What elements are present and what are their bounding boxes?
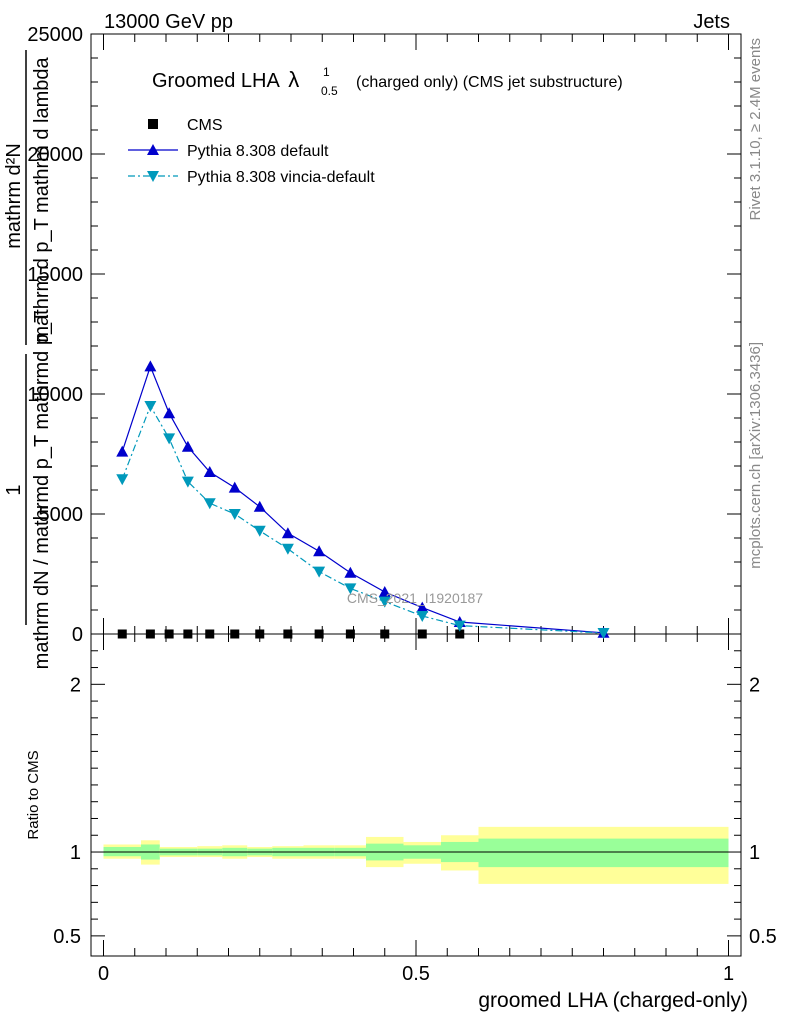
main-ytick-label-2: 10000 [27,384,83,406]
series-layer [116,360,610,640]
pythia-default-point-9 [344,566,357,578]
title-main: Groomed LHA [152,70,280,92]
ratio-y-axis-label: Ratio to CMS [25,750,42,839]
main-y-axis-label: 1 mathrm d²N mathrm d p_T mathrm d lambd… [3,50,53,669]
pythia-vincia-point-7 [281,543,294,555]
x-tick-label-2: 1 [723,963,734,985]
pythia-default-point-1 [144,360,157,372]
ratio-ytick-label-right-1: 1 [749,842,760,864]
pythia-default-point-0 [116,445,129,457]
pythia-default-point-6 [253,500,266,512]
header-left: 13000 GeV pp [104,11,233,33]
legend-item-pythia-vincia: Pythia 8.308 vincia-default [128,169,375,186]
pythia-vincia-point-13 [597,628,610,640]
pythia-vincia-point-4 [203,498,216,510]
ratio-ytick-label-right-2: 2 [749,674,760,696]
pythia-vincia-point-5 [228,509,241,520]
pythia-default-point-4 [203,466,216,477]
pythia-vincia-point-1 [144,401,157,412]
ratio-bands [103,826,729,884]
svg-text:mathrm dN / mathrmd p_T mathrm: mathrm dN / mathrmd p_T mathrmd p_T [31,311,53,670]
main-ytick-label-4: 20000 [27,144,83,166]
pythia-default-point-10 [378,586,391,597]
cms-point-2 [164,629,174,639]
cms-point-3 [183,629,193,639]
ratio-y-ticks: 0.5 0.5 1 1 2 2 [53,650,777,948]
analysis-watermark: CMS_2021_I1920187 [347,590,483,606]
pythia-default-point-8 [313,545,326,557]
mcplots-label: mcplots.cern.ch [arXiv:1306.3436] [747,342,764,569]
cms-point-6 [255,629,265,639]
cms-point-10 [380,629,390,639]
pythia-default-point-5 [228,481,241,493]
pythia-vincia-point-9 [344,583,357,595]
x-tick-label-0: 0 [98,963,109,985]
pythia-vincia-point-2 [163,433,176,445]
pythia-vincia-point-6 [253,525,266,537]
svg-text:Pythia 8.308 default: Pythia 8.308 default [187,143,329,160]
cms-point-0 [117,629,127,639]
svg-text:Groomed LHA λ: Groomed LHA λ [152,67,299,92]
pythia-vincia-point-8 [313,566,326,578]
x-axis-label: groomed LHA (charged-only) [478,989,748,1012]
ratio-ytick-label-2: 2 [70,674,81,696]
pythia-vincia-point-12 [453,620,466,632]
pythia-default-point-11 [416,601,429,613]
ratio-ytick-label-right-0: 0.5 [749,926,777,948]
pythia-vincia-point-11 [416,611,429,622]
title-sup: 1 [323,65,330,79]
plot-title: Groomed LHA λ 1 0.5 (charged only) (CMS … [152,65,623,98]
pythia-vincia-point-3 [181,476,194,488]
cms-point-5 [230,629,240,639]
legend-item-cms: CMS [148,117,223,134]
series-line-1 [121,364,604,634]
title-rest: (charged only) (CMS jet substructure) [356,74,623,91]
cms-point-1 [145,629,155,639]
svg-text:1: 1 [3,484,25,495]
cms-point-9 [345,629,355,639]
pythia-default-point-2 [163,407,176,419]
ratio-ytick-label-1: 1 [70,842,81,864]
header-right: Jets [693,11,730,33]
svg-text:mathrm d p_T mathrm d lambda: mathrm d p_T mathrm d lambda [31,56,53,342]
ratio-band-inner-13 [478,838,729,868]
svg-text:Pythia 8.308 vincia-default: Pythia 8.308 vincia-default [187,169,375,186]
ratio-ytick-label-0: 0.5 [53,926,81,948]
title-lambda: λ [288,67,299,92]
main-ytick-label-3: 15000 [27,264,83,286]
svg-text:CMS: CMS [187,117,223,134]
pythia-default-point-7 [281,527,294,539]
pythia-vincia-point-0 [116,474,129,486]
title-sub: 0.5 [321,84,338,98]
svg-text:mathrm d²N: mathrm d²N [3,143,25,249]
cms-point-8 [314,629,324,639]
cms-point-7 [283,629,293,639]
main-ytick-label-0: 0 [72,624,83,646]
pythia-default-point-3 [181,440,194,452]
cms-point-4 [205,629,215,639]
rivet-label: Rivet 3.1.10, ≥ 2.4M events [747,38,764,221]
legend-item-pythia-default: Pythia 8.308 default [128,143,329,160]
series-line-2 [121,404,604,634]
legend: CMS Pythia 8.308 default Pythia 8.308 vi… [128,117,375,186]
main-ytick-label-1: 5000 [39,504,84,526]
ratio-plot-frame [90,633,742,957]
x-tick-label-1: 0.5 [402,963,430,985]
cms-point-12 [455,629,465,639]
cms-point-11 [417,629,427,639]
main-y-ticks: 0 5000 10000 15000 20000 25000 [27,24,741,646]
pythia-vincia-point-10 [378,596,391,608]
main-ytick-label-5: 25000 [27,24,83,46]
